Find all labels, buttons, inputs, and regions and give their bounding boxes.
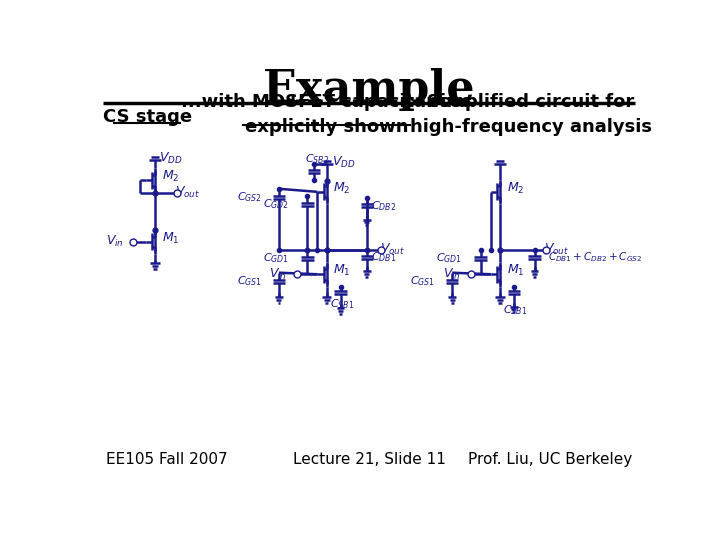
Text: $V_{DD}$: $V_{DD}$ [332,155,356,170]
Text: $V_{DD}$: $V_{DD}$ [158,151,182,166]
Text: $C_{DB1}+C_{DB2}+C_{GS2}$: $C_{DB1}+C_{DB2}+C_{GS2}$ [549,251,643,264]
Text: EE105 Fall 2007: EE105 Fall 2007 [106,452,228,467]
Text: $M_2$: $M_2$ [162,169,179,184]
Text: $V_{out}$: $V_{out}$ [176,185,201,200]
Text: $C_{DB2}$: $C_{DB2}$ [371,199,396,213]
Text: $V_{out}$: $V_{out}$ [379,242,405,257]
Text: $C_{GS2}$: $C_{GS2}$ [237,190,262,204]
Text: $M_1$: $M_1$ [507,263,524,278]
Text: $C_{DB1}$: $C_{DB1}$ [371,251,396,264]
Text: $V_{in}$: $V_{in}$ [269,267,287,282]
Text: $M_2$: $M_2$ [507,180,524,195]
Text: $M_1$: $M_1$ [161,231,179,246]
Text: $C_{GS1}$: $C_{GS1}$ [410,274,435,288]
Text: CS stage: CS stage [103,108,192,126]
Text: Prof. Liu, UC Berkeley: Prof. Liu, UC Berkeley [468,452,632,467]
Text: $C_{GD2}$: $C_{GD2}$ [263,197,289,211]
Text: $V_{out}$: $V_{out}$ [544,242,570,257]
Text: Example: Example [263,68,475,111]
Text: $V_{in}$: $V_{in}$ [107,234,124,249]
Text: $C_{GS1}$: $C_{GS1}$ [237,274,262,288]
Text: $V_{in}$: $V_{in}$ [443,267,461,282]
Text: $C_{GD1}$: $C_{GD1}$ [436,251,462,265]
Text: $M_1$: $M_1$ [333,263,351,278]
Text: Simplified circuit for
high-frequency analysis: Simplified circuit for high-frequency an… [410,92,652,136]
Text: Lecture 21, Slide 11: Lecture 21, Slide 11 [292,452,446,467]
Text: $M_2$: $M_2$ [333,180,351,195]
Text: $C_{GD1}$: $C_{GD1}$ [263,251,289,265]
Text: $C_{SB1}$: $C_{SB1}$ [503,303,528,316]
Text: ...with MOSFET capacitances
explicitly shown: ...with MOSFET capacitances explicitly s… [181,92,472,136]
Text: $C_{SB2}$: $C_{SB2}$ [305,153,330,166]
Text: $C_{SB1}$: $C_{SB1}$ [330,298,354,311]
